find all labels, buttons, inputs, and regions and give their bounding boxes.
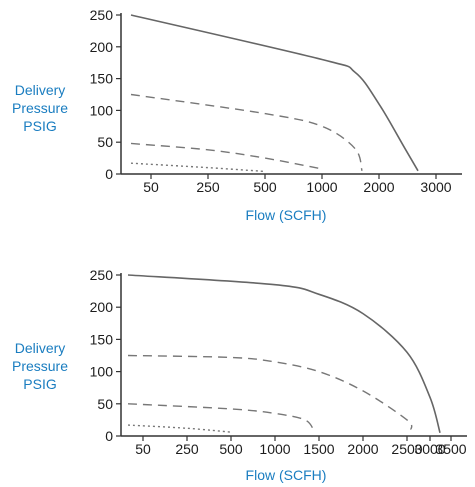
y-tick-label: 150: [90, 331, 114, 347]
y-axis-label-line: Delivery: [14, 82, 66, 98]
y-tick-label: 250: [90, 7, 114, 23]
x-axis-label: Flow (SCFH): [245, 467, 327, 483]
series-line-solid: [127, 274, 441, 433]
x-tick-label: 500: [219, 441, 243, 457]
x-tick-label: 50: [143, 179, 159, 195]
y-tick-label: 0: [105, 428, 113, 444]
y-tick-label: 50: [97, 134, 113, 150]
y-tick-label: 100: [90, 102, 114, 118]
x-axis-label: Flow (SCFH): [245, 207, 327, 223]
y-tick-label: 200: [90, 299, 114, 315]
x-tick-label: 2000: [347, 441, 378, 457]
series-line-dashed: [127, 354, 413, 430]
x-tick-label: 1000: [259, 441, 290, 457]
y-axis-label-line: Delivery: [14, 340, 66, 356]
y-axis-label: Delivery Pressure PSIG: [4, 339, 76, 393]
x-tick-label: 250: [175, 441, 199, 457]
y-axis-label-line: PSIG: [23, 376, 57, 392]
x-tick-label: 1000: [306, 179, 337, 195]
series-line-dotted: [127, 424, 232, 433]
x-tick-label: 2500: [391, 441, 422, 457]
delivery-pressure-chart-top: 250 200 150 100 50 0 50 250 500 1000 2000 3000 Deli…: [0, 0, 475, 243]
y-axis-label-line: Pressure: [11, 358, 69, 374]
y-tick-label: 50: [97, 396, 113, 412]
y-axis-label: Delivery Pressure PSIG: [4, 81, 76, 135]
series-line-dotted: [130, 162, 266, 173]
x-tick-label: 500: [253, 179, 277, 195]
y-tick-label: 150: [90, 71, 114, 87]
y-tick-label: 250: [90, 267, 114, 283]
x-tick-label: 3000: [414, 441, 445, 457]
x-tick-label: 50: [135, 441, 151, 457]
y-axis-label-line: PSIG: [23, 118, 57, 134]
x-tick-label: 2000: [363, 179, 394, 195]
x-tick-label: 250: [196, 179, 220, 195]
series-line-dashed: [130, 142, 323, 170]
y-axis-label-line: Pressure: [11, 100, 69, 116]
y-tick-label: 200: [90, 39, 114, 55]
y-tick-label: 100: [90, 364, 114, 380]
series-line-dashed: [127, 403, 315, 432]
x-tick-label: 3000: [420, 179, 451, 195]
y-tick-label: 0: [105, 166, 113, 182]
series-line-dashed: [130, 93, 363, 172]
x-tick-label: 3500: [435, 441, 466, 457]
delivery-pressure-chart-bottom: 250 200 150 100 50 0 50 250 500 1000 1500 2000 2500 3…: [0, 243, 475, 486]
x-tick-label: 1500: [303, 441, 334, 457]
series-line-solid: [130, 14, 419, 172]
